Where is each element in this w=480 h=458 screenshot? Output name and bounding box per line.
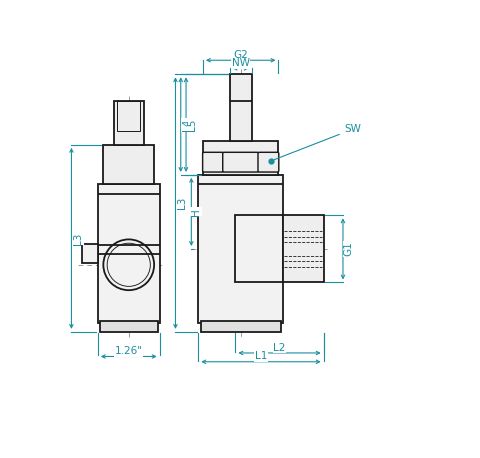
Bar	[114, 101, 144, 145]
Bar	[198, 175, 283, 323]
FancyBboxPatch shape	[223, 153, 259, 172]
Bar	[283, 215, 324, 283]
Text: L3: L3	[73, 232, 83, 245]
Text: L1: L1	[255, 351, 267, 361]
FancyBboxPatch shape	[203, 153, 223, 172]
Bar	[100, 321, 158, 332]
Text: L5: L5	[187, 119, 197, 131]
Text: H: H	[191, 208, 201, 216]
Bar	[103, 145, 154, 184]
Text: L3: L3	[177, 197, 187, 209]
Bar	[82, 244, 98, 263]
Bar	[203, 142, 278, 175]
Text: G1: G1	[344, 241, 354, 256]
Text: G2: G2	[233, 50, 248, 60]
Bar	[98, 184, 159, 323]
Text: 1.26": 1.26"	[115, 346, 143, 356]
Bar	[230, 74, 252, 142]
Bar	[235, 215, 283, 283]
Text: L4: L4	[182, 119, 192, 131]
Text: NW: NW	[232, 59, 250, 68]
Text: SW: SW	[274, 124, 361, 160]
FancyBboxPatch shape	[258, 153, 279, 172]
Bar	[117, 101, 140, 131]
Text: L2: L2	[273, 343, 286, 353]
Bar	[201, 321, 281, 332]
